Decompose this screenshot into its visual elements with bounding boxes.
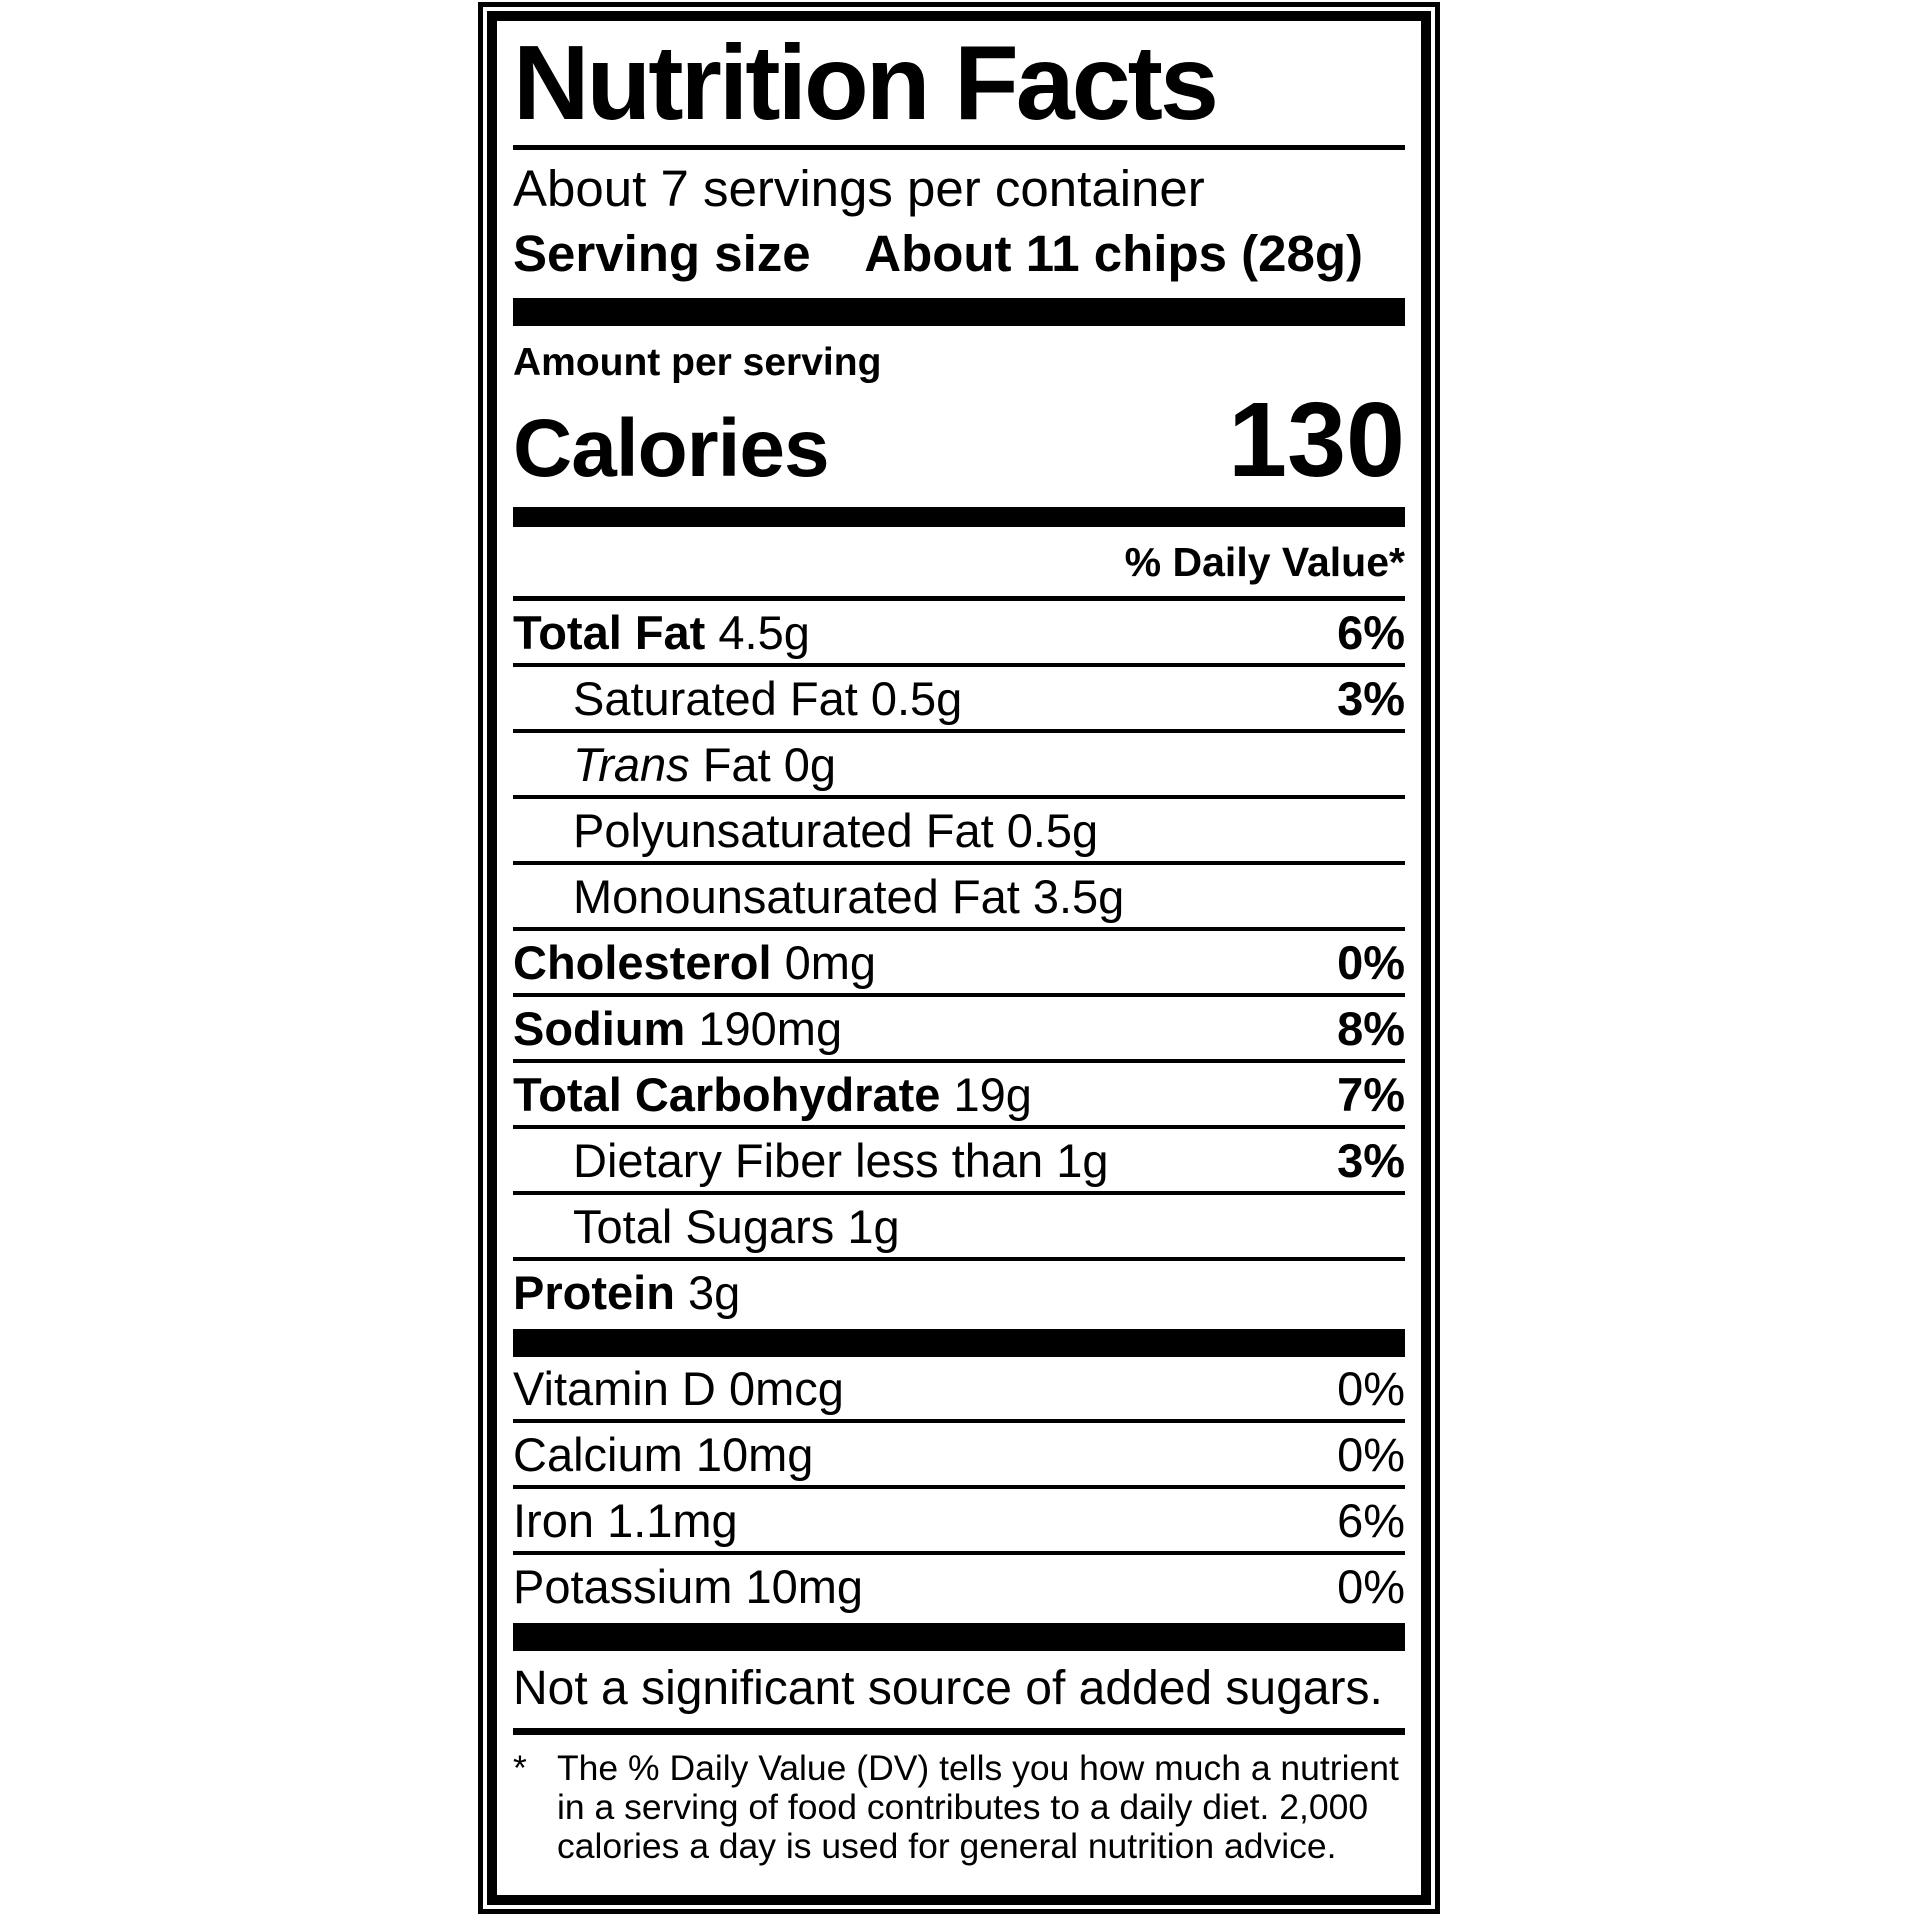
nutrient-name: Cholesterol — [513, 935, 772, 989]
nutrient-amount: 1g — [847, 1199, 900, 1253]
nutrient-name: Vitamin D — [513, 1361, 716, 1415]
nutrient-name: Saturated Fat — [573, 671, 858, 725]
nutrient-row-protein: Protein 3g — [513, 1257, 1405, 1323]
nutrient-amount: 0.5g — [1006, 803, 1099, 857]
nutrient-amount: 19g — [953, 1067, 1032, 1121]
nutrient-row-total-carbohydrate: Total Carbohydrate 19g 7% — [513, 1059, 1405, 1125]
nutrient-amount: 3.5g — [1032, 869, 1125, 923]
nutrient-amount: 10mg — [695, 1427, 814, 1481]
nutrient-dv: 0% — [1337, 1559, 1405, 1613]
nutrient-amount: 10mg — [745, 1559, 864, 1613]
nutrient-name: Protein — [513, 1265, 675, 1319]
nutrient-row-monounsaturated-fat: Monounsaturated Fat 3.5g — [513, 861, 1405, 927]
nutrient-row-cholesterol: Cholesterol 0mg 0% — [513, 927, 1405, 993]
nutrient-dv: 0% — [1337, 1427, 1405, 1481]
nutrient-name: Iron — [513, 1493, 594, 1547]
nutrient-dv: 6% — [1337, 1493, 1405, 1547]
footnote: * The % Daily Value (DV) tells you how m… — [513, 1748, 1405, 1867]
nutrient-amount: 190mg — [698, 1001, 843, 1055]
nutrient-row-total-sugars: Total Sugars 1g — [513, 1191, 1405, 1257]
nutrient-amount: less than 1g — [855, 1133, 1109, 1187]
footnote-text: The % Daily Value (DV) tells you how muc… — [557, 1748, 1399, 1867]
nutrient-row-potassium: Potassium 10mg 0% — [513, 1551, 1405, 1617]
daily-value-header: % Daily Value* — [513, 527, 1405, 602]
section-bar-protein — [513, 1329, 1405, 1358]
nutrient-amount: 0g — [783, 737, 836, 791]
nutrition-facts-panel: Nutrition Facts About 7 servings per con… — [487, 11, 1431, 1905]
micronutrients-section: Vitamin D 0mcg 0% Calcium 10mg 0% Iron 1… — [513, 1357, 1405, 1617]
nutrient-row-vitamin-d: Vitamin D 0mcg 0% — [513, 1357, 1405, 1419]
calories-value: 130 — [1228, 381, 1405, 500]
nutrient-dv: 6% — [1337, 605, 1405, 659]
added-sugars-note: Not a significant source of added sugars… — [513, 1662, 1383, 1716]
nutrient-row-calcium: Calcium 10mg 0% — [513, 1419, 1405, 1485]
nutrient-dv: 8% — [1337, 1001, 1405, 1055]
nutrient-amount: 0.5g — [870, 671, 963, 725]
nutrient-name: Fat — [702, 737, 771, 791]
nutrient-dv: 0% — [1337, 935, 1405, 989]
section-bar-micronutrients — [513, 1623, 1405, 1652]
nutrient-name: Total Fat — [513, 605, 706, 659]
nutrient-name: Monounsaturated Fat — [573, 869, 1020, 923]
amount-per-serving: Amount per serving — [513, 341, 882, 385]
nutrition-facts-label: Nutrition Facts About 7 servings per con… — [478, 2, 1440, 1914]
nutrient-dv: 0% — [1337, 1361, 1405, 1415]
nutrient-row-total-fat: Total Fat 4.5g 6% — [513, 601, 1405, 663]
serving-size-label: Serving size — [513, 225, 811, 283]
nutrient-name: Total Sugars — [573, 1199, 835, 1253]
nutrient-amount: 0mg — [784, 935, 877, 989]
nutrient-name: Calcium — [513, 1427, 683, 1481]
nutrient-dv: 3% — [1337, 1133, 1405, 1187]
nutrient-dv: 3% — [1337, 671, 1405, 725]
nutrient-row-dietary-fiber: Dietary Fiber less than 1g 3% — [513, 1125, 1405, 1191]
nutrient-dv: 7% — [1337, 1067, 1405, 1121]
nutrient-row-iron: Iron 1.1mg 6% — [513, 1485, 1405, 1551]
label-title: Nutrition Facts — [513, 24, 1219, 142]
nutrient-row-sodium: Sodium 190mg 8% — [513, 993, 1405, 1059]
calories-row: Calories 130 — [513, 387, 1405, 493]
nutrient-row-trans-fat: Trans Fat 0g — [513, 729, 1405, 795]
section-bar-calories — [513, 507, 1405, 528]
serving-size-value: About 11 chips (28g) — [864, 225, 1363, 283]
nutrient-row-saturated-fat: Saturated Fat 0.5g 3% — [513, 663, 1405, 729]
nutrient-amount: 1.1mg — [607, 1493, 738, 1547]
serving-size-row: Serving size About 11 chips (28g) — [513, 225, 1405, 282]
nutrient-amount: 3g — [687, 1265, 741, 1319]
nutrient-name: Polyunsaturated Fat — [573, 803, 994, 857]
nutrient-amount: 4.5g — [718, 605, 810, 659]
nutrient-amount: 0mcg — [728, 1361, 844, 1415]
nutrient-name: Potassium — [513, 1559, 733, 1613]
footnote-marker: * — [513, 1748, 527, 1789]
nutrient-row-polyunsaturated-fat: Polyunsaturated Fat 0.5g — [513, 795, 1405, 861]
section-bar-top — [513, 298, 1405, 327]
nutrient-name: Sodium — [513, 1001, 686, 1055]
footnote-divider — [513, 1728, 1405, 1736]
nutrient-name: Total Carbohydrate — [513, 1067, 941, 1121]
nutrient-name: Dietary Fiber — [573, 1133, 843, 1187]
nutrient-name-italic: Trans — [573, 737, 690, 791]
title-divider — [513, 145, 1405, 151]
calories-label: Calories — [513, 403, 830, 495]
servings-per-container: About 7 servings per container — [513, 160, 1205, 218]
